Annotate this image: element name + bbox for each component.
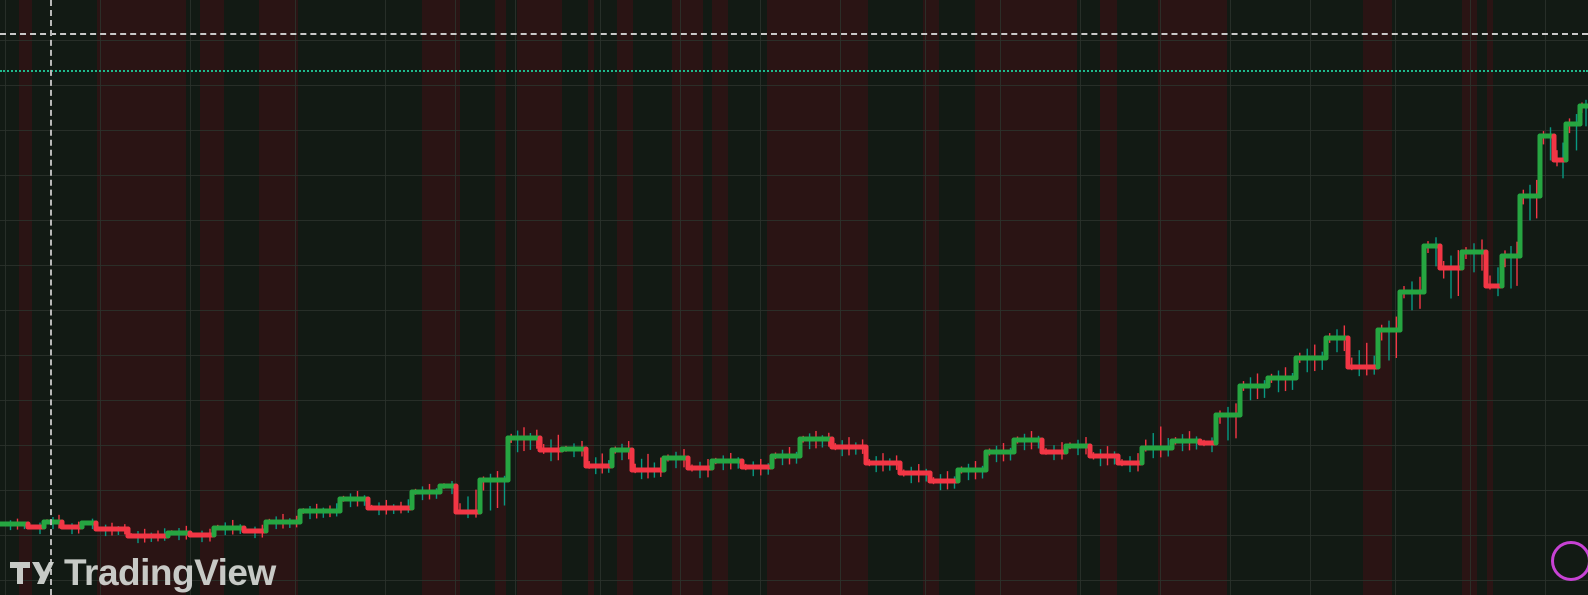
session-band-down bbox=[200, 0, 224, 595]
session-band-up bbox=[224, 0, 259, 595]
session-band-up bbox=[506, 0, 517, 595]
session-band-down bbox=[712, 0, 728, 595]
session-band-up bbox=[703, 0, 712, 595]
session-band-down bbox=[767, 0, 868, 595]
session-band-down bbox=[588, 0, 594, 595]
session-band-down bbox=[259, 0, 298, 595]
last-price-circle-marker[interactable] bbox=[1551, 541, 1588, 581]
session-band-up bbox=[1493, 0, 1588, 595]
session-band-up bbox=[868, 0, 923, 595]
session-band-down bbox=[672, 0, 703, 595]
session-band-down bbox=[1100, 0, 1117, 595]
session-band-down bbox=[495, 0, 506, 595]
session-band-up bbox=[562, 0, 588, 595]
session-band-down bbox=[923, 0, 939, 595]
session-band-up bbox=[186, 0, 200, 595]
session-band-up bbox=[939, 0, 975, 595]
alert-level-dashed-line[interactable] bbox=[0, 33, 1588, 35]
session-band-up bbox=[1477, 0, 1487, 595]
session-band-up bbox=[633, 0, 672, 595]
session-band-down bbox=[975, 0, 1077, 595]
session-band-down bbox=[19, 0, 32, 595]
session-band-down bbox=[517, 0, 562, 595]
session-band-down bbox=[1487, 0, 1493, 595]
session-band-down bbox=[1363, 0, 1392, 595]
session-band-up bbox=[594, 0, 617, 595]
session-band-down bbox=[97, 0, 186, 595]
crosshair-vertical-line bbox=[50, 0, 52, 595]
session-band-up bbox=[1117, 0, 1158, 595]
session-band-up bbox=[1227, 0, 1363, 595]
session-band-up bbox=[0, 0, 19, 595]
session-band-down bbox=[1462, 0, 1477, 595]
indicator-level-dotted-line[interactable] bbox=[0, 70, 1588, 72]
session-band-up bbox=[32, 0, 97, 595]
session-band-up bbox=[298, 0, 422, 595]
session-band-down bbox=[1158, 0, 1227, 595]
